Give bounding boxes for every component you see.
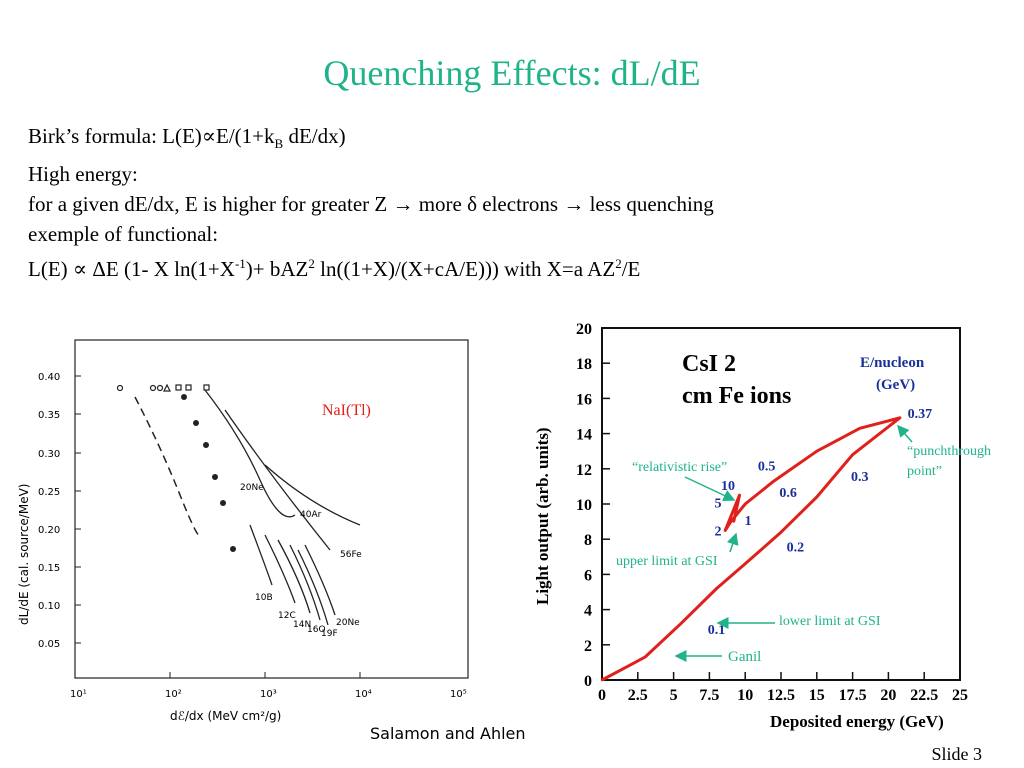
x-tick-label: 12.5 [767,687,795,704]
energy-label: 1 [745,514,752,529]
chart-ylabel: Light output (arb. units) [533,427,552,605]
data-point [851,453,854,456]
curve-label-10b: 10B [255,593,273,603]
x-tick-label: 2.5 [628,687,648,704]
curve-label-14n: 14N [293,620,311,630]
curve-label-56fe: 56Fe [340,550,362,560]
slide-title: Quenching Effects: dL/dE [323,53,701,93]
body-text: Birk’s formula: L(E)∝E/(1+kB dE/dx) High… [28,121,714,284]
energy-label: 0.37 [908,407,933,422]
x-tick-label: 25 [952,687,968,704]
figure-credit: Salamon and Ahlen [370,724,526,743]
anno-ganil: Ganil [728,649,762,665]
nai-label: NaI(Tl) [322,402,371,419]
x-tick-label: 5 [670,687,678,704]
x-tick-label: 22.5 [910,687,938,704]
y-tick-label: 14 [576,427,592,444]
data-point [723,529,727,532]
anno-punch1: “punchthrough [907,444,991,459]
chart-legend-title-2: (GeV) [876,377,915,393]
data-point [738,494,741,497]
data-point [898,416,902,419]
data-point [815,495,818,499]
chart-title-line2: cm Fe ions [682,383,791,409]
chart-title-line1: CsI 2 [682,351,736,377]
chart-xlabel: Deposited energy (GeV) [770,712,944,731]
y-tick-label: 12 [576,462,592,479]
energy-label: 0.5 [758,460,776,475]
anno-lower: lower limit at GSI [779,614,881,629]
x-tick-label: 7.5 [699,687,719,704]
x-tick-1e3: 10³ [260,689,277,700]
energy-label: 0.6 [779,486,797,501]
curve-label-20ne: 20Ne [240,483,264,493]
data-point [729,520,733,523]
energy-label: 0.2 [787,541,805,556]
curve-label-19f: 19F [321,629,338,639]
curve-label-20ne-b: 20Ne [336,618,360,628]
slide-number: Slide 3 [931,744,982,764]
data-point [815,450,818,453]
left-plot-ylabel: dL/dE (cal. source/MeV) [17,484,31,625]
data-point [772,479,776,483]
curve-label-16o: 16O [307,625,326,635]
left-plot-xlabel: dℰ/dx (MeV cm²/g) [170,709,281,723]
data-point [744,502,747,506]
example-line: exemple of functional: [28,222,219,247]
x-tick-label: 20 [880,687,896,704]
anno-punch2: point” [907,464,942,479]
y-tick-010: 0.10 [38,601,60,612]
chart-legend-title-1: E/nucleon [860,355,925,371]
y-tick-label: 8 [584,532,592,549]
y-tick-035: 0.35 [38,410,60,421]
energy-label: 5 [714,497,721,512]
x-tick-1e5: 10⁵ [450,689,467,700]
anno-upper: upper limit at GSI [616,554,718,569]
curve-label-12c: 12C [278,611,296,621]
y-tick-005: 0.05 [38,639,60,650]
anno-relativistic: “relativistic rise” [632,460,728,475]
y-tick-015: 0.15 [38,563,60,574]
data-point [779,530,783,534]
y-tick-label: 10 [576,497,592,514]
y-tick-label: 16 [576,391,592,408]
data-point [744,562,747,566]
curve-label-40ar: 40Ar [300,510,322,520]
energy-label: 2 [714,525,721,540]
x-tick-label: 17.5 [839,687,867,704]
data-point [679,622,682,625]
x-tick-1e4: 10⁴ [355,689,372,700]
quenching-line: for a given dE/dx, E is higher for great… [28,192,714,217]
functional-line: L(E) ∝ ΔE (1- X ln(1+X-1)+ bAZ2 ln((1+X)… [28,256,641,282]
y-tick-020: 0.20 [38,525,60,536]
y-tick-label: 0 [584,673,592,690]
nai-quenching-plot: dL/dE (cal. source/MeV) 0.40 0.35 0.30 0… [17,339,469,723]
energy-label: 0.3 [851,470,869,485]
y-tick-label: 18 [576,356,592,373]
data-point [600,678,604,682]
y-tick-label: 4 [584,603,592,620]
high-energy-line: High energy: [28,162,138,187]
y-tick-025: 0.25 [38,487,60,498]
y-tick-040: 0.40 [38,372,60,383]
x-tick-label: 15 [809,687,825,704]
data-point [732,520,735,523]
y-tick-label: 2 [584,638,592,655]
x-tick-label: 10 [737,687,753,704]
y-tick-030: 0.30 [38,449,60,460]
x-tick-1e2: 10² [165,689,182,700]
data-point [715,587,718,590]
x-tick-label: 0 [598,687,606,704]
x-tick-1e1: 10¹ [70,689,87,700]
data-point [643,655,647,659]
data-point [858,427,861,430]
birks-formula-line: Birk’s formula: L(E)∝E/(1+kB dE/dx) [28,124,346,152]
y-tick-label: 6 [584,567,592,584]
y-tick-label: 20 [576,321,592,338]
